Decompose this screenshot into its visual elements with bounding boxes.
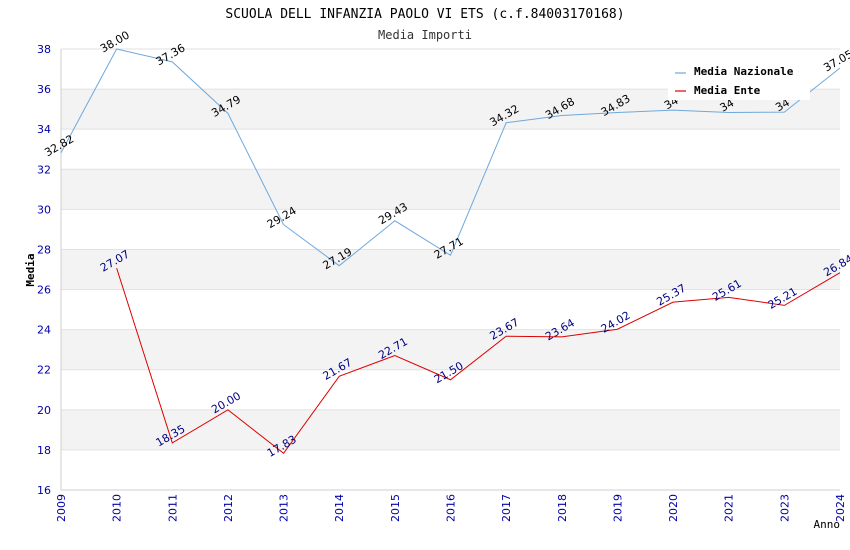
grid-band — [61, 249, 840, 290]
x-tick-label: 2024 — [834, 494, 847, 522]
y-tick-label: 28 — [37, 243, 51, 256]
data-label: 34 — [718, 96, 737, 114]
y-tick-label: 20 — [37, 404, 51, 417]
x-tick-label: 2011 — [166, 494, 179, 522]
grid-band — [61, 369, 840, 410]
y-tick-label: 22 — [37, 364, 51, 377]
x-tick-label: 2012 — [222, 494, 235, 522]
chart-subtitle: Media Importi — [378, 28, 472, 42]
grid-band — [61, 329, 840, 370]
data-label: 34 — [773, 96, 792, 114]
y-axis-label: Media — [24, 253, 37, 286]
y-tick-label: 24 — [37, 324, 51, 337]
x-tick-label: 2013 — [278, 494, 291, 522]
series-line-media-ente — [116, 267, 841, 455]
x-tick-label: 2015 — [389, 494, 402, 522]
series-lines — [60, 48, 841, 455]
y-tick-label: 36 — [37, 83, 51, 96]
y-tick-label: 30 — [37, 203, 51, 216]
grid-band — [61, 169, 840, 210]
x-axis-ticks: 2009 2010 2011 2012 2013 2014 2015 2016 2017 2018… — [55, 494, 847, 522]
grid-band — [61, 449, 840, 490]
grid-band — [61, 209, 840, 250]
x-tick-label: 2010 — [111, 494, 124, 522]
x-tick-label: 2016 — [445, 494, 458, 522]
series-line-media-nazionale — [60, 48, 841, 267]
x-tick-label: 2020 — [667, 494, 680, 522]
x-tick-label: 2018 — [556, 494, 569, 522]
legend-label-media-ente: Media Ente — [694, 84, 761, 97]
x-tick-label: 2019 — [611, 494, 624, 522]
grid-band — [61, 289, 840, 330]
legend-label-media-nazionale: Media Nazionale — [694, 65, 794, 78]
grid-band — [61, 129, 840, 170]
y-axis-ticks: 16 18 20 22 24 26 28 30 32 34 36 38 — [37, 43, 51, 497]
legend: Media Nazionale Media Ente — [668, 60, 810, 100]
y-tick-label: 26 — [37, 284, 51, 297]
y-tick-label: 38 — [37, 43, 51, 56]
chart-title: SCUOLA DELL INFANZIA PAOLO VI ETS (c.f.8… — [225, 7, 624, 22]
x-tick-label: 2023 — [778, 494, 791, 522]
x-tick-label: 2009 — [55, 494, 68, 522]
y-tick-label: 32 — [37, 163, 51, 176]
x-tick-label: 2014 — [333, 494, 346, 522]
y-tick-label: 16 — [37, 484, 51, 497]
x-tick-label: 2017 — [500, 494, 513, 522]
legend-background — [668, 60, 810, 100]
grid-bands — [60, 48, 840, 491]
x-axis-label: Anno — [814, 518, 841, 531]
y-tick-label: 18 — [37, 444, 51, 457]
y-tick-label: 34 — [37, 123, 51, 136]
x-tick-label: 2021 — [723, 494, 736, 522]
grid-band — [61, 409, 840, 450]
